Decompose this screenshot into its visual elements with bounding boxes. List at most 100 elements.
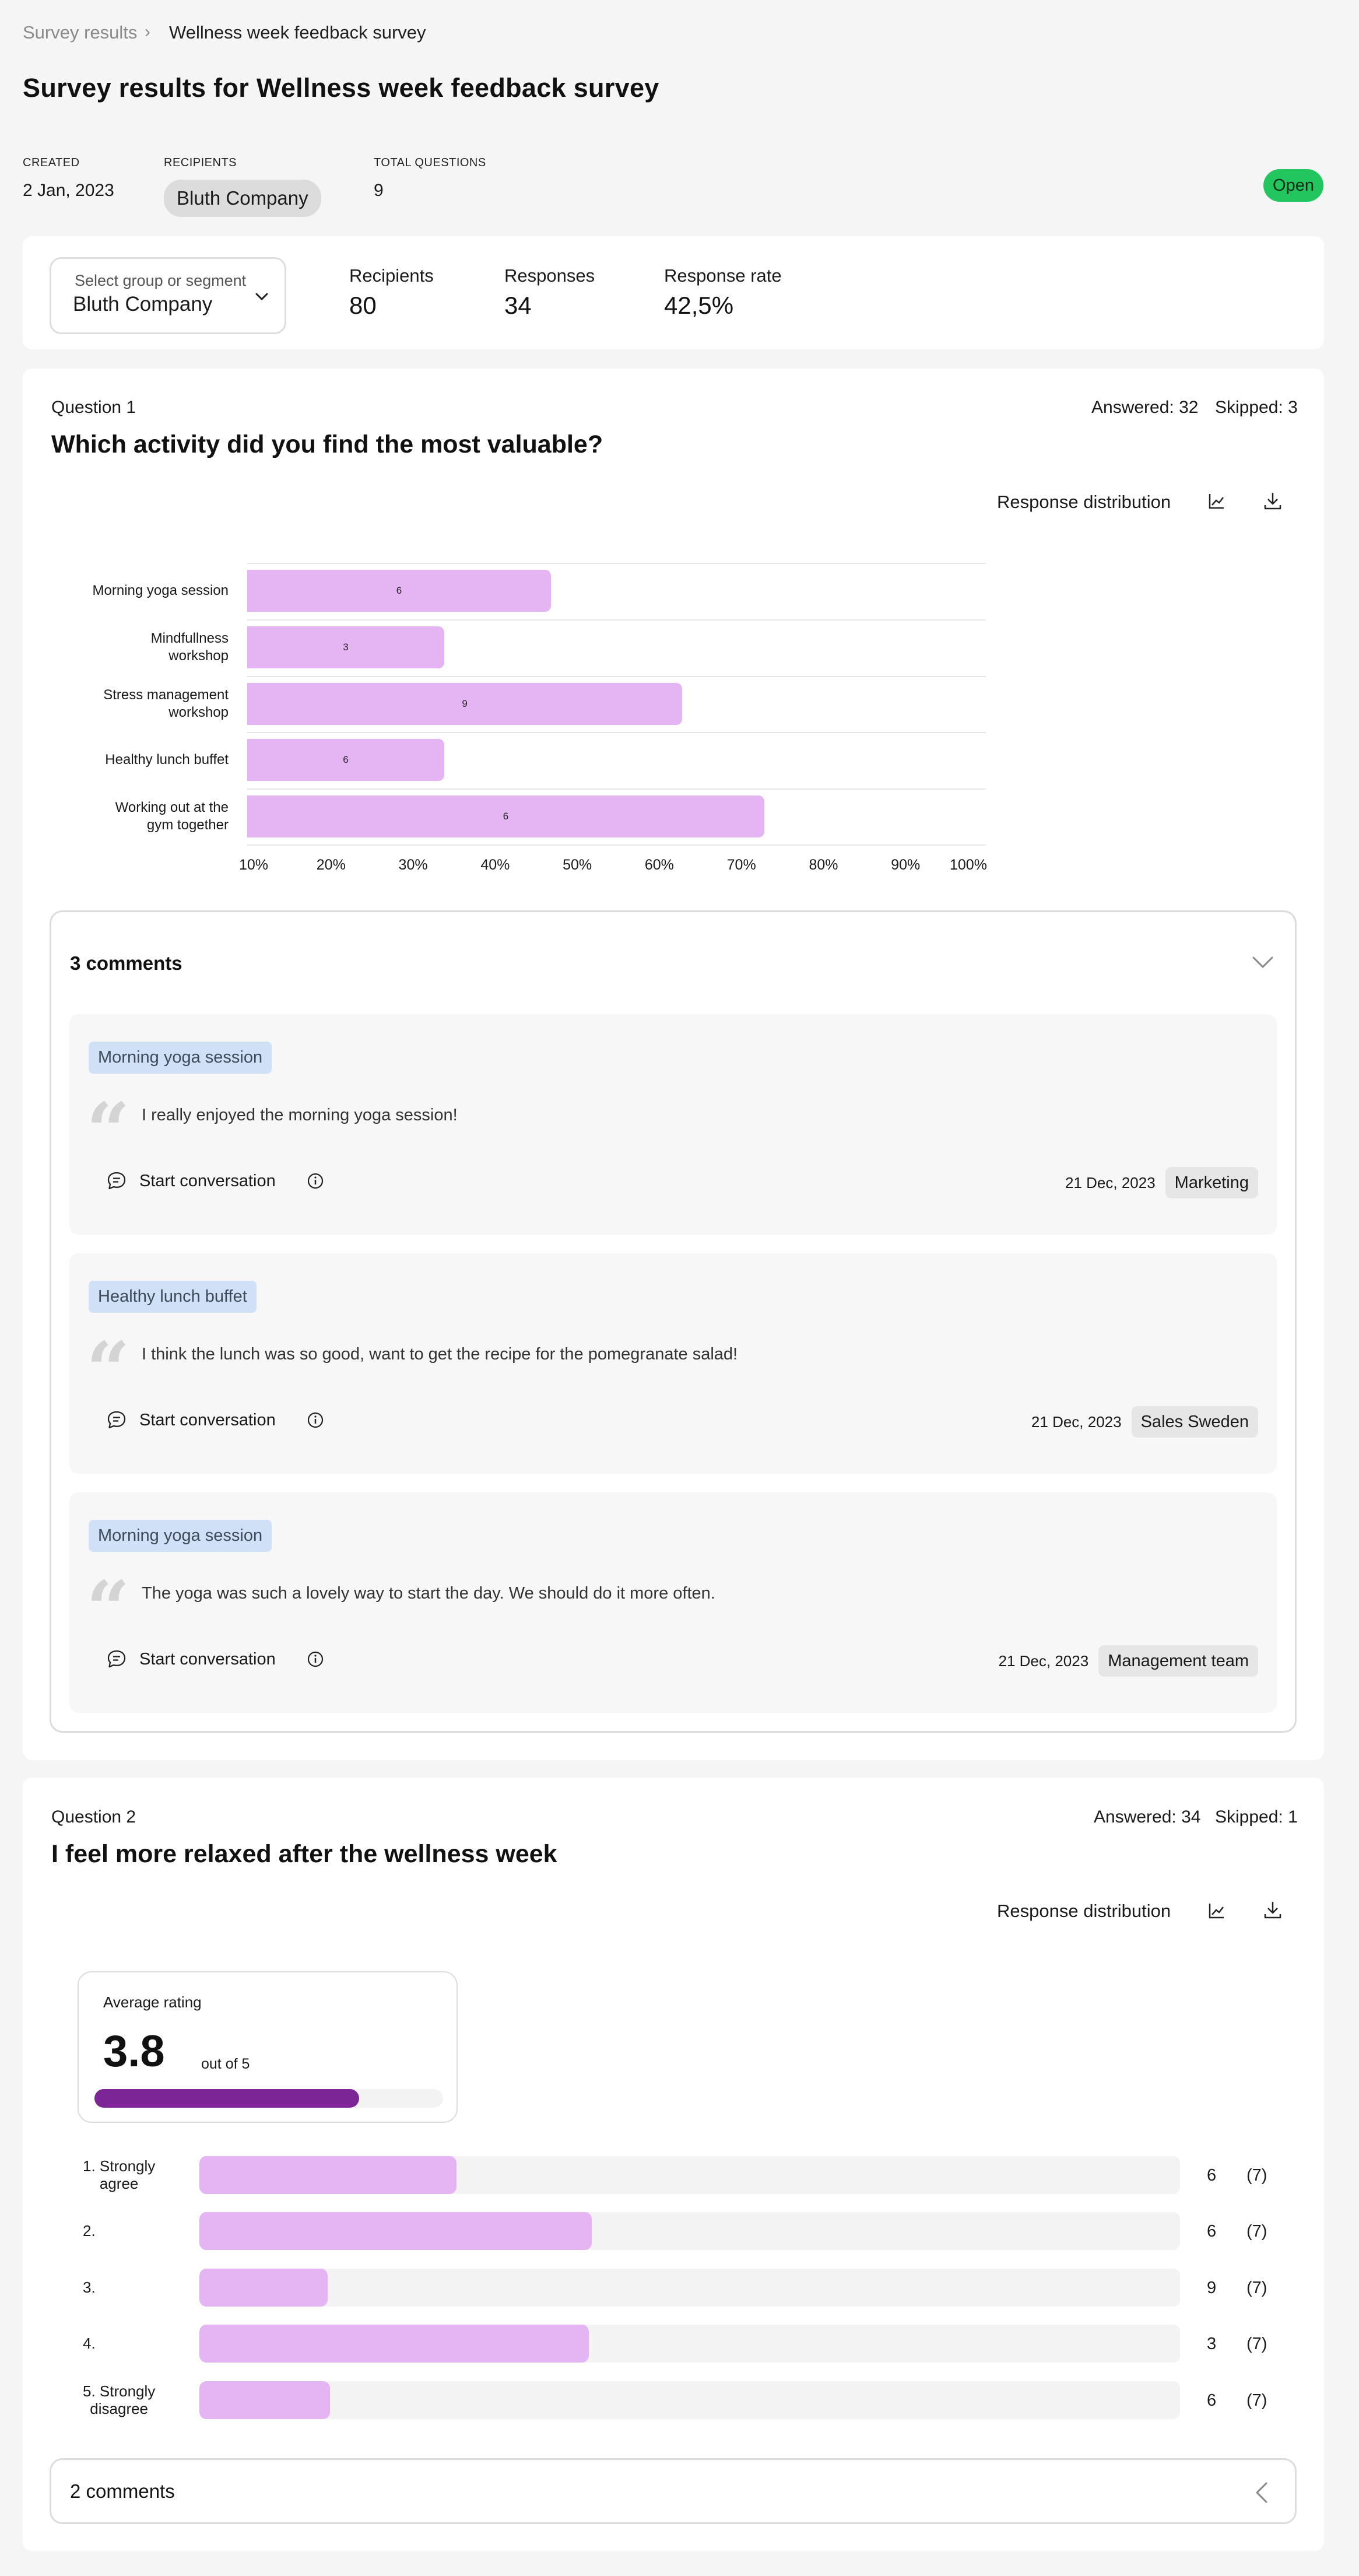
rating-count: 6 [1207,2166,1217,2185]
rating-total: (7) [1246,2279,1267,2297]
chart-gridline [247,788,986,790]
rating-total: (7) [1246,2391,1267,2410]
chevron-left-icon[interactable] [1252,2481,1271,2504]
chart-data-label: 6 [503,811,509,822]
rating-fill [199,2212,592,2250]
question-2-comments-box[interactable]: 2 comments [50,2458,1297,2524]
chart-category-label: Mindfullness workshop [54,630,229,665]
chart-bar [247,739,444,781]
start-conversation-button[interactable]: Start conversation [106,1169,276,1193]
chevron-down-icon[interactable] [1251,953,1274,972]
chart-x-tick: 20% [316,857,346,873]
stat-responses-label: Responses [504,265,595,286]
chart-data-label: 6 [396,585,402,596]
rating-fill [199,2156,456,2194]
comment-date: 21 Dec, 2023 [998,1652,1089,1670]
stat-responses-value: 34 [504,292,532,319]
chart-data-label: 6 [343,754,349,765]
info-icon[interactable] [307,1650,324,1668]
group-select[interactable]: Select group or segment Bluth Company [50,257,286,334]
comment-text: I really enjoyed the morning yoga sessio… [142,1106,458,1124]
rating-label: 2. [83,2222,96,2239]
quote-icon: “ [86,1564,130,1653]
chart-type-icon[interactable] [1207,491,1227,511]
quote-icon: “ [86,1086,130,1175]
chart-category-label: Working out at the gym together [54,799,229,834]
breadcrumb-current: Wellness week feedback survey [169,22,426,43]
rating-total: (7) [1246,2222,1267,2241]
chart-bar [247,683,683,725]
chevron-right-icon: › [145,22,150,41]
rating-label-line: 1. Strongly [83,2157,156,2175]
rating-count: 6 [1207,2391,1217,2410]
comment-meta: 21 Dec, 2023 Sales Sweden [1031,1406,1258,1438]
comment-department-tag: Sales Sweden [1131,1406,1258,1438]
chart-category-label-line: Stress management [103,687,229,703]
chart-category-label-line: Working out at the [115,800,229,815]
start-conversation-button[interactable]: Start conversation [106,1408,276,1432]
quote-icon: “ [86,1325,130,1414]
average-rating-value: 3.8 [103,2027,165,2076]
info-icon[interactable] [307,1411,324,1429]
total-questions-value: 9 [374,181,384,200]
rating-label: 3. [83,2279,96,2296]
comment-department-tag: Management team [1098,1645,1258,1677]
chart-data-label: 3 [343,642,349,653]
comments-count: 2 comments [70,2480,175,2502]
rating-label-line: 4. [83,2335,96,2352]
start-conversation-label: Start conversation [139,1649,276,1669]
comment-date: 21 Dec, 2023 [1065,1173,1156,1191]
rating-label-line: 3. [83,2279,96,2296]
chart-data-label: 9 [462,698,468,709]
start-conversation-button[interactable]: Start conversation [106,1648,276,1671]
rating-label: 4. [83,2335,96,2352]
question-2-answered: Answered: 34 [1094,1807,1201,1827]
start-conversation-label: Start conversation [139,1171,276,1190]
status-badge: Open [1263,169,1323,202]
rating-count: 9 [1207,2279,1217,2297]
comments-count: 3 comments [70,952,182,974]
question-1-answered: Answered: 32 [1091,398,1199,417]
download-icon[interactable] [1262,490,1284,512]
chart-x-tick: 70% [726,857,756,873]
info-icon[interactable] [307,1172,324,1190]
chart-bar [247,795,764,837]
chart-category-label: Healthy lunch buffet [54,751,229,769]
stat-response-rate-value: 42,5% [664,292,734,319]
start-conversation-label: Start conversation [139,1410,276,1429]
comment-meta: 21 Dec, 2023 Management team [999,1645,1258,1677]
chart-x-tick: 80% [809,857,838,873]
chat-bubble-icon [107,1650,126,1668]
rating-label-line: 2. [83,2222,96,2239]
chart-gridline [247,563,986,564]
chart-x-tick: 40% [480,857,510,873]
chart-category-label-line: workshop [168,648,229,664]
rating-track [199,2381,1180,2419]
created-label: CREATED [23,156,80,169]
total-questions-label: TOTAL QUESTIONS [374,156,486,169]
stat-recipients-value: 80 [349,292,377,319]
chart-gridline [247,619,986,621]
stat-response-rate-label: Response rate [664,265,782,286]
download-icon[interactable] [1262,1899,1284,1921]
chart-x-tick: 10% [239,857,269,873]
rating-fill [199,2325,589,2363]
comment-activity-tag: Healthy lunch buffet [89,1281,257,1313]
comment-activity-tag: Morning yoga session [89,1042,272,1074]
breadcrumb-parent-link[interactable]: Survey results [23,22,138,43]
chart-bar [247,570,551,612]
average-rating-suffix: out of 5 [201,2056,250,2072]
chart-category-label: Morning yoga session [54,582,229,600]
average-rating-card: Average rating 3.8 out of 5 [78,1971,458,2123]
recipients-label: RECIPIENTS [164,156,237,169]
rating-track [199,2269,1180,2307]
response-distribution-label: Response distribution [997,1901,1171,1921]
comment-department-tag: Marketing [1165,1167,1258,1198]
average-rating-track [94,2089,443,2108]
chart-type-icon[interactable] [1207,1901,1227,1920]
chart-category-label-line: gym together [146,817,229,833]
chart-x-tick: 30% [398,857,428,873]
chart-x-tick: 100% [950,857,987,873]
average-rating-label: Average rating [103,1993,202,2011]
chart-category-label-line: Mindfullness [150,630,229,646]
